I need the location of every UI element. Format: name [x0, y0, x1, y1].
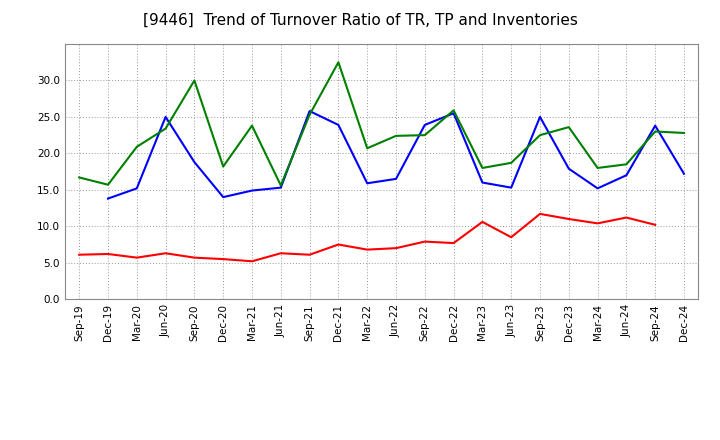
Inventories	[622, 161, 631, 167]
Trade Receivables	[449, 240, 458, 246]
Trade Payables	[276, 185, 285, 190]
Trade Receivables	[219, 257, 228, 262]
Inventories	[507, 160, 516, 165]
Line: Inventories: Inventories	[79, 62, 684, 185]
Trade Receivables	[161, 251, 170, 256]
Trade Payables	[680, 171, 688, 176]
Inventories	[104, 182, 112, 187]
Inventories	[420, 132, 429, 138]
Trade Payables	[622, 172, 631, 178]
Inventories	[334, 59, 343, 65]
Trade Receivables	[305, 252, 314, 257]
Trade Receivables	[248, 259, 256, 264]
Inventories	[248, 123, 256, 128]
Trade Payables	[334, 122, 343, 128]
Inventories	[219, 164, 228, 169]
Trade Payables	[478, 180, 487, 185]
Trade Receivables	[564, 216, 573, 222]
Inventories	[305, 112, 314, 117]
Trade Payables	[449, 110, 458, 116]
Trade Payables	[104, 196, 112, 201]
Legend: Trade Receivables, Trade Payables, Inventories: Trade Receivables, Trade Payables, Inven…	[163, 438, 600, 440]
Inventories	[75, 175, 84, 180]
Trade Payables	[536, 114, 544, 120]
Trade Receivables	[536, 211, 544, 216]
Trade Receivables	[392, 246, 400, 251]
Text: [9446]  Trend of Turnover Ratio of TR, TP and Inventories: [9446] Trend of Turnover Ratio of TR, TP…	[143, 13, 577, 28]
Trade Receivables	[363, 247, 372, 252]
Trade Receivables	[507, 235, 516, 240]
Inventories	[564, 125, 573, 130]
Trade Payables	[305, 108, 314, 114]
Trade Receivables	[75, 252, 84, 257]
Trade Payables	[248, 188, 256, 193]
Trade Payables	[564, 166, 573, 171]
Trade Receivables	[651, 222, 660, 227]
Trade Payables	[420, 122, 429, 128]
Trade Receivables	[420, 239, 429, 244]
Inventories	[593, 165, 602, 171]
Trade Receivables	[104, 251, 112, 257]
Trade Payables	[219, 194, 228, 200]
Trade Receivables	[334, 242, 343, 247]
Trade Receivables	[478, 219, 487, 224]
Trade Payables	[593, 186, 602, 191]
Trade Payables	[392, 176, 400, 182]
Inventories	[392, 133, 400, 139]
Trade Receivables	[622, 215, 631, 220]
Inventories	[132, 144, 141, 150]
Trade Payables	[132, 186, 141, 191]
Trade Receivables	[593, 221, 602, 226]
Trade Payables	[363, 181, 372, 186]
Trade Receivables	[190, 255, 199, 260]
Inventories	[651, 129, 660, 134]
Trade Receivables	[132, 255, 141, 260]
Trade Payables	[190, 159, 199, 165]
Trade Payables	[507, 185, 516, 190]
Inventories	[190, 78, 199, 83]
Inventories	[478, 165, 487, 171]
Trade Payables	[651, 123, 660, 128]
Inventories	[363, 146, 372, 151]
Line: Trade Receivables: Trade Receivables	[79, 214, 655, 261]
Trade Payables	[161, 114, 170, 120]
Trade Receivables	[276, 251, 285, 256]
Inventories	[536, 132, 544, 138]
Inventories	[680, 130, 688, 136]
Inventories	[449, 108, 458, 113]
Inventories	[276, 183, 285, 188]
Line: Trade Payables: Trade Payables	[108, 111, 684, 198]
Inventories	[161, 126, 170, 131]
